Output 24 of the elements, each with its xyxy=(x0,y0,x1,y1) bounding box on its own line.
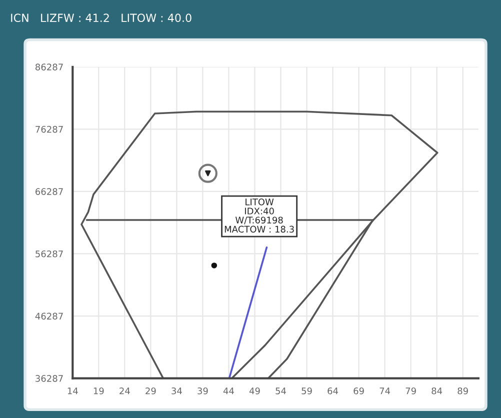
x-tick-label: 79 xyxy=(406,387,416,394)
x-tick-label: 19 xyxy=(94,387,104,394)
x-tick-label: 54 xyxy=(276,388,286,394)
y-tick-label: 56287 xyxy=(36,250,63,258)
x-tick-label: 89 xyxy=(458,387,468,394)
x-tick-label: 49 xyxy=(249,387,260,394)
x-tick-label: 69 xyxy=(354,387,364,394)
y-tick-label: 86287 xyxy=(36,64,63,70)
x-tick-label: 39 xyxy=(198,387,208,394)
x-tick-label: 44 xyxy=(223,388,234,394)
x-tick-label: 34 xyxy=(172,387,182,394)
x-tick-label: 74 xyxy=(380,388,390,394)
y-tick-label: 66287 xyxy=(36,188,63,195)
y-tick-label: 36287 xyxy=(36,375,63,382)
x-tick-label: 29 xyxy=(146,387,156,394)
y-tick-label: 76287 xyxy=(36,126,63,133)
x-tick-label: 59 xyxy=(302,387,312,394)
x-tick-label: 14 xyxy=(68,388,78,394)
x-tick-label: 84 xyxy=(432,387,442,394)
x-tick-label: 24 xyxy=(120,387,130,394)
x-tick-label: 64 xyxy=(328,387,338,394)
annotation: LITOW IDX:40 W/T:69198 MACTOW : 18.3 xyxy=(224,198,294,233)
y-tick-label: 46287 xyxy=(35,312,63,320)
chart-title: ICN LIZFW : 41.2 LITOW : 40.0 xyxy=(11,14,192,22)
